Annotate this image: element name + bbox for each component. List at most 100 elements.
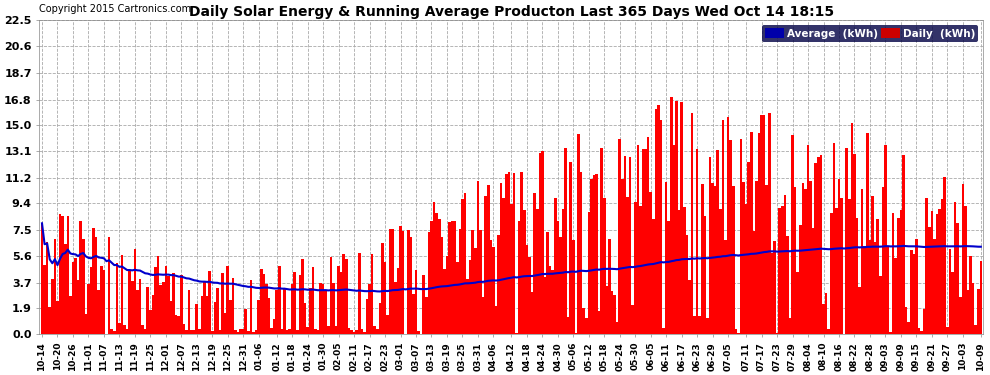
Bar (757, 134, 760, 334)
Bar (458, 229, 461, 334)
Bar (280, 329, 283, 334)
Bar (154, 267, 156, 334)
Bar (399, 226, 402, 334)
Bar (866, 133, 868, 334)
Bar (951, 272, 953, 334)
Bar (675, 101, 678, 334)
Bar (198, 329, 201, 334)
Bar (616, 322, 619, 334)
Bar (446, 256, 448, 334)
Bar (206, 296, 208, 334)
Bar (551, 270, 554, 334)
Bar (222, 273, 224, 334)
Bar (505, 174, 508, 334)
Bar (649, 192, 652, 334)
Bar (696, 149, 698, 334)
Bar (149, 310, 151, 334)
Bar (394, 282, 397, 334)
Bar (188, 290, 190, 334)
Bar (283, 289, 286, 334)
Bar (304, 303, 306, 334)
Bar (53, 239, 56, 334)
Bar (580, 172, 582, 334)
Bar (614, 295, 616, 334)
Bar (850, 123, 853, 334)
Bar (640, 206, 642, 334)
Bar (796, 272, 799, 334)
Bar (82, 238, 84, 334)
Bar (147, 287, 149, 334)
Bar (208, 271, 211, 334)
Bar (546, 232, 548, 334)
Bar (340, 272, 343, 334)
Bar (193, 330, 195, 334)
Bar (974, 325, 977, 334)
Bar (815, 163, 817, 334)
Bar (330, 257, 333, 334)
Bar (347, 328, 350, 334)
Bar (476, 181, 479, 334)
Bar (249, 280, 252, 334)
Bar (629, 157, 632, 334)
Bar (116, 263, 118, 334)
Bar (484, 196, 487, 334)
Bar (265, 284, 267, 334)
Bar (293, 272, 296, 334)
Bar (463, 193, 466, 334)
Bar (632, 305, 634, 334)
Bar (913, 254, 915, 334)
Bar (229, 300, 232, 334)
Bar (360, 329, 363, 334)
Bar (561, 210, 564, 334)
Bar (791, 135, 794, 334)
Bar (652, 219, 654, 334)
Bar (817, 157, 820, 334)
Bar (871, 196, 874, 334)
Bar (286, 330, 288, 334)
Bar (391, 229, 394, 334)
Bar (502, 198, 505, 334)
Bar (861, 189, 863, 334)
Bar (248, 332, 249, 334)
Bar (190, 330, 193, 334)
Bar (918, 327, 921, 334)
Bar (902, 155, 905, 334)
Bar (58, 213, 61, 334)
Bar (428, 232, 431, 334)
Bar (92, 228, 95, 334)
Bar (368, 284, 371, 334)
Bar (278, 266, 280, 334)
Bar (897, 218, 900, 334)
Bar (431, 220, 433, 334)
Bar (786, 236, 789, 334)
Bar (508, 172, 510, 334)
Bar (516, 333, 518, 334)
Title: Daily Solar Energy & Running Average Producton Last 365 Days Wed Oct 14 18:15: Daily Solar Energy & Running Average Pro… (189, 5, 834, 19)
Bar (646, 137, 649, 334)
Bar (740, 139, 742, 334)
Bar (159, 285, 162, 334)
Bar (169, 302, 172, 334)
Bar (100, 266, 103, 334)
Bar (397, 268, 399, 334)
Bar (794, 188, 796, 334)
Bar (418, 331, 420, 334)
Bar (151, 295, 154, 334)
Bar (118, 323, 121, 334)
Bar (358, 253, 360, 334)
Bar (482, 297, 484, 334)
Bar (201, 296, 203, 334)
Bar (456, 262, 458, 334)
Bar (672, 146, 675, 334)
Bar (66, 216, 69, 334)
Bar (634, 202, 637, 334)
Bar (744, 204, 747, 334)
Bar (423, 274, 425, 334)
Bar (611, 291, 614, 334)
Bar (450, 221, 453, 334)
Bar (539, 153, 542, 334)
Bar (750, 132, 752, 334)
Bar (683, 207, 685, 334)
Bar (863, 246, 866, 334)
Bar (910, 250, 913, 334)
